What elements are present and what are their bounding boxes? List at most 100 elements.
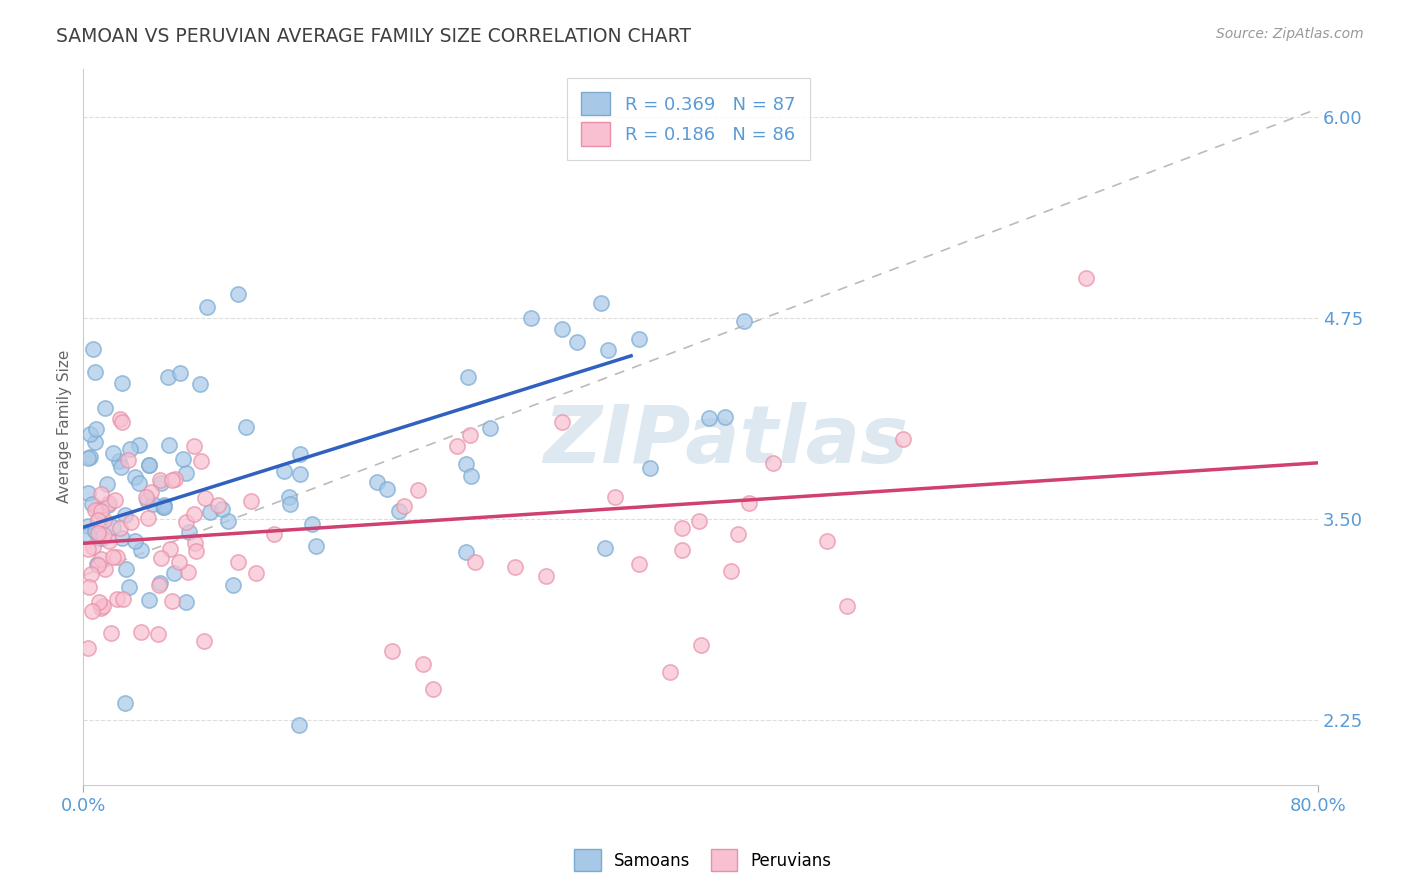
Point <box>240 493 263 508</box>
Point <box>87 503 110 517</box>
Point <box>149 551 172 566</box>
Point <box>551 415 574 429</box>
Point <box>290 467 312 482</box>
Point <box>77 580 100 594</box>
Point <box>177 565 200 579</box>
Point <box>190 454 212 468</box>
Point <box>84 365 107 379</box>
Point <box>97 498 120 512</box>
Point <box>596 343 619 358</box>
Point <box>301 516 323 531</box>
Point <box>101 549 124 564</box>
Point <box>108 454 131 468</box>
Point <box>160 594 183 608</box>
Point <box>84 422 107 436</box>
Point <box>738 496 761 510</box>
Point <box>90 532 112 546</box>
Point <box>172 452 194 467</box>
Point <box>446 439 468 453</box>
Point <box>638 460 661 475</box>
Point <box>458 428 481 442</box>
Point <box>128 438 150 452</box>
Point <box>120 442 142 456</box>
Point <box>174 595 197 609</box>
Point <box>565 335 588 350</box>
Point <box>87 531 110 545</box>
Point <box>82 604 104 618</box>
Point <box>136 511 159 525</box>
Point <box>505 560 527 574</box>
Point <box>83 502 105 516</box>
Point <box>605 490 627 504</box>
Point <box>138 458 160 472</box>
Point <box>186 544 208 558</box>
Point <box>689 638 711 652</box>
Legend: R = 0.369   N = 87, R = 0.186   N = 86: R = 0.369 N = 87, R = 0.186 N = 86 <box>567 78 810 160</box>
Point <box>837 599 859 614</box>
Point <box>124 470 146 484</box>
Point <box>117 453 139 467</box>
Point <box>114 696 136 710</box>
Point <box>152 500 174 514</box>
Point <box>460 468 482 483</box>
Point <box>87 558 110 572</box>
Point <box>456 458 478 472</box>
Point <box>100 625 122 640</box>
Point <box>163 472 186 486</box>
Point <box>200 505 222 519</box>
Point <box>111 591 134 606</box>
Point <box>183 439 205 453</box>
Point <box>135 493 157 508</box>
Point <box>815 533 838 548</box>
Point <box>87 595 110 609</box>
Point <box>101 519 124 533</box>
Point <box>141 485 163 500</box>
Point <box>90 504 112 518</box>
Point <box>90 486 112 500</box>
Point <box>80 497 103 511</box>
Point <box>727 526 749 541</box>
Point <box>82 342 104 356</box>
Point <box>671 543 693 558</box>
Point <box>163 566 186 581</box>
Point <box>83 435 105 450</box>
Point <box>94 401 117 416</box>
Point <box>111 376 134 390</box>
Text: Source: ZipAtlas.com: Source: ZipAtlas.com <box>1216 27 1364 41</box>
Point <box>891 432 914 446</box>
Point <box>226 286 249 301</box>
Point <box>1076 270 1098 285</box>
Point <box>146 627 169 641</box>
Point <box>135 490 157 504</box>
Point <box>288 447 311 461</box>
Point <box>273 464 295 478</box>
Point <box>83 524 105 539</box>
Point <box>305 539 328 553</box>
Point <box>188 376 211 391</box>
Point <box>114 508 136 522</box>
Point <box>183 507 205 521</box>
Point <box>115 562 138 576</box>
Point <box>148 578 170 592</box>
Point <box>422 682 444 697</box>
Point <box>193 634 215 648</box>
Point <box>226 555 249 569</box>
Point <box>550 322 572 336</box>
Point <box>77 486 100 500</box>
Point <box>105 549 128 564</box>
Point <box>195 300 218 314</box>
Point <box>86 558 108 572</box>
Point <box>98 533 121 548</box>
Point <box>235 419 257 434</box>
Point <box>120 515 142 529</box>
Point <box>82 540 104 554</box>
Point <box>627 332 650 346</box>
Point <box>157 370 180 384</box>
Point <box>714 409 737 424</box>
Point <box>177 524 200 539</box>
Point <box>105 592 128 607</box>
Point <box>153 498 176 512</box>
Point <box>124 533 146 548</box>
Point <box>658 665 681 679</box>
Point <box>138 593 160 607</box>
